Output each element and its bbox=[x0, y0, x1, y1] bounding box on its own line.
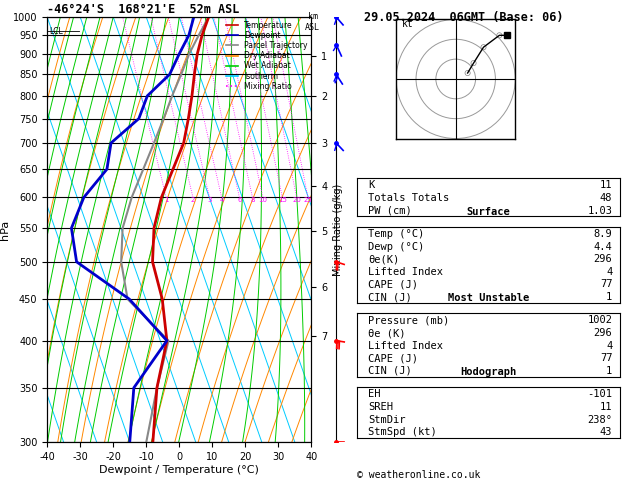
Text: 77: 77 bbox=[600, 353, 612, 364]
Text: SREH: SREH bbox=[368, 402, 392, 412]
Text: 296: 296 bbox=[594, 328, 612, 338]
Text: Temp (°C): Temp (°C) bbox=[368, 229, 424, 239]
Text: θe (K): θe (K) bbox=[368, 328, 405, 338]
Text: 4: 4 bbox=[606, 341, 612, 351]
Text: 296: 296 bbox=[594, 254, 612, 264]
Text: Pressure (mb): Pressure (mb) bbox=[368, 315, 449, 326]
Text: Dewp (°C): Dewp (°C) bbox=[368, 242, 424, 252]
Text: 2: 2 bbox=[191, 197, 195, 204]
Text: CAPE (J): CAPE (J) bbox=[368, 353, 418, 364]
Text: 11: 11 bbox=[600, 402, 612, 412]
Text: θe(K): θe(K) bbox=[368, 254, 399, 264]
Text: 20: 20 bbox=[292, 197, 301, 204]
Text: km
ASL: km ASL bbox=[305, 12, 320, 32]
Text: Surface: Surface bbox=[467, 207, 511, 217]
Text: CIN (J): CIN (J) bbox=[368, 292, 411, 302]
Text: CIN (J): CIN (J) bbox=[368, 366, 411, 376]
Text: StmSpd (kt): StmSpd (kt) bbox=[368, 427, 437, 437]
Text: kt: kt bbox=[402, 19, 414, 29]
Text: CAPE (J): CAPE (J) bbox=[368, 279, 418, 290]
Text: StmDir: StmDir bbox=[368, 415, 405, 425]
Text: 3: 3 bbox=[207, 197, 212, 204]
Text: -46°24'S  168°21'E  52m ASL: -46°24'S 168°21'E 52m ASL bbox=[47, 3, 240, 16]
Text: Most Unstable: Most Unstable bbox=[448, 294, 530, 303]
Text: 10: 10 bbox=[259, 197, 267, 204]
X-axis label: Dewpoint / Temperature (°C): Dewpoint / Temperature (°C) bbox=[99, 465, 259, 475]
Text: Lifted Index: Lifted Index bbox=[368, 267, 443, 277]
Legend: Temperature, Dewpoint, Parcel Trajectory, Dry Adiabat, Wet Adiabat, Isotherm, Mi: Temperature, Dewpoint, Parcel Trajectory… bbox=[223, 18, 311, 94]
Text: 8.9: 8.9 bbox=[594, 229, 612, 239]
Text: -101: -101 bbox=[587, 389, 612, 399]
Text: 1: 1 bbox=[606, 292, 612, 302]
Text: 238°: 238° bbox=[587, 415, 612, 425]
Text: 77: 77 bbox=[600, 279, 612, 290]
Text: 29.05.2024  06GMT (Base: 06): 29.05.2024 06GMT (Base: 06) bbox=[364, 11, 563, 24]
Text: Lifted Index: Lifted Index bbox=[368, 341, 443, 351]
Text: LCL: LCL bbox=[49, 27, 62, 36]
Text: K: K bbox=[368, 180, 374, 191]
Text: 4: 4 bbox=[606, 267, 612, 277]
Text: 6: 6 bbox=[237, 197, 242, 204]
Text: Totals Totals: Totals Totals bbox=[368, 193, 449, 203]
Text: 11: 11 bbox=[600, 180, 612, 191]
Text: 1.03: 1.03 bbox=[587, 206, 612, 216]
Text: Hodograph: Hodograph bbox=[460, 367, 517, 377]
Text: 4.4: 4.4 bbox=[594, 242, 612, 252]
Text: 15: 15 bbox=[278, 197, 287, 204]
Text: 4: 4 bbox=[220, 197, 224, 204]
Text: 1: 1 bbox=[606, 366, 612, 376]
Y-axis label: Mixing Ratio (g/kg): Mixing Ratio (g/kg) bbox=[333, 184, 343, 276]
Y-axis label: hPa: hPa bbox=[0, 220, 10, 240]
Text: PW (cm): PW (cm) bbox=[368, 206, 411, 216]
Text: EH: EH bbox=[368, 389, 381, 399]
Text: © weatheronline.co.uk: © weatheronline.co.uk bbox=[357, 470, 481, 480]
Text: 43: 43 bbox=[600, 427, 612, 437]
Text: 1: 1 bbox=[164, 197, 169, 204]
Text: 25: 25 bbox=[304, 197, 313, 204]
Text: 8: 8 bbox=[250, 197, 255, 204]
Text: 48: 48 bbox=[600, 193, 612, 203]
Text: 1002: 1002 bbox=[587, 315, 612, 326]
